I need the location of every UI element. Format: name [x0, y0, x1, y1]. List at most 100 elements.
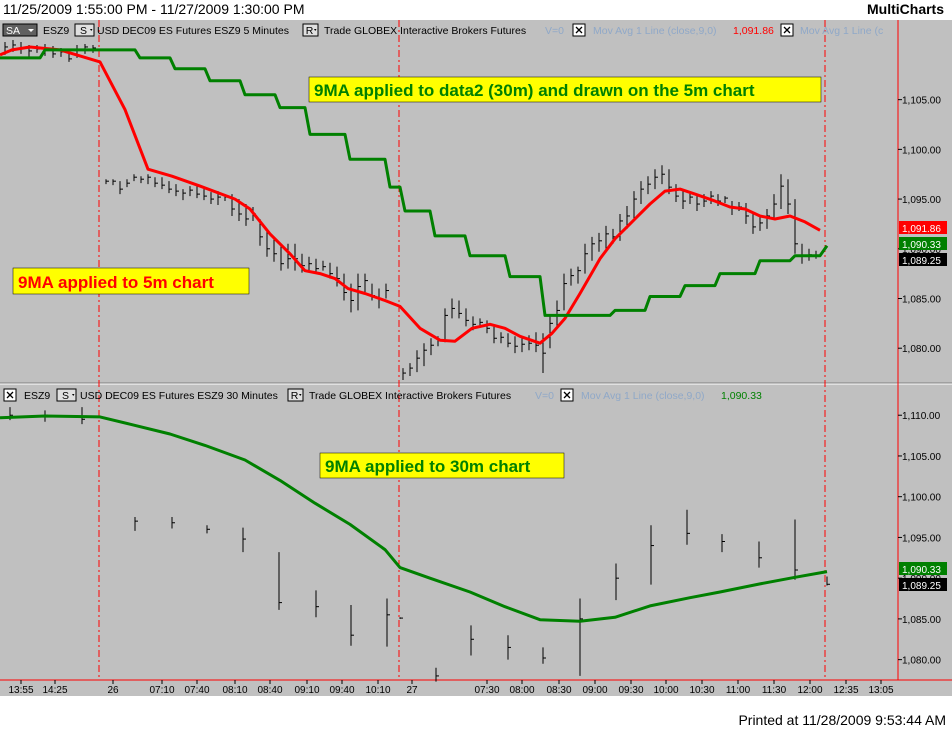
style-button-arrow-icon: [90, 29, 93, 31]
bottom-price-bar: [542, 647, 546, 664]
indicator-label: Mov Avg 1 Line (close,9,0): [581, 390, 705, 402]
symbol-settings-box: [2, 23, 38, 37]
top-price-bar: [68, 53, 72, 62]
annotation-30m-on-5m: 9MA applied to data2 (30m) and drawn on …: [308, 76, 822, 103]
top-y-tick-label: 1,085.00: [902, 294, 941, 305]
top-price-bar: [203, 189, 207, 201]
annotation-30m-on-5m-text: 9MA applied to data2 (30m) and drawn on …: [314, 81, 755, 100]
bottom-y-tick-label: 1,080.00: [902, 656, 941, 667]
top-price-bar: [787, 179, 791, 214]
top-price-bar: [570, 268, 574, 286]
style-button-arrow-icon: [72, 394, 75, 396]
top-price-bar: [168, 181, 172, 194]
x-tick-label: 10:30: [689, 685, 714, 696]
symbol-label: ESZ9: [24, 390, 50, 402]
x-tick-label: 09:40: [329, 685, 354, 696]
annotation-5m: 9MA applied to 5m chart: [12, 267, 250, 295]
bottom-price-bar: [615, 563, 619, 601]
volume-label: V=0: [535, 390, 554, 402]
data-source-label: Trade GLOBEX Interactive Brokers Futures: [309, 390, 511, 402]
x-tick-label: 12:00: [797, 685, 822, 696]
x-tick-label: 13:55: [8, 685, 33, 696]
x-tick-label: 12:35: [833, 685, 858, 696]
style-button-box: [74, 23, 95, 37]
bottom-y-tick-label: 1,085.00: [902, 615, 941, 626]
x-tick-label: 26: [107, 685, 119, 696]
top-price-bar: [563, 273, 567, 311]
remove-indicator-button[interactable]: [560, 388, 574, 402]
remove-data-series-button[interactable]: [3, 388, 17, 402]
resolution-button[interactable]: R: [302, 23, 319, 37]
bottom-y-tick-label: 1,105.00: [902, 452, 941, 463]
symbol-settings-button[interactable]: SA: [2, 23, 38, 37]
top-price-bar: [619, 213, 623, 241]
bottom-last-value-label: 1,090.33: [902, 565, 941, 576]
x-tick-label: 13:05: [868, 685, 893, 696]
top-price-bar: [266, 230, 270, 257]
top-price-bar: [315, 258, 319, 274]
x-tick-label: 07:10: [149, 685, 174, 696]
bottom-ma-line: [0, 414, 828, 623]
top-price-bar: [752, 213, 756, 234]
style-button[interactable]: S: [74, 23, 95, 37]
volume-label: V=0: [545, 25, 564, 37]
symbol-label: ESZ9: [43, 25, 69, 37]
remove-indicator-button-close-icon: [563, 391, 571, 399]
bottom-price-bar: [350, 605, 354, 646]
top-price-bar: [308, 256, 312, 272]
top-ma-line: [0, 48, 829, 317]
top-price-bar: [147, 174, 151, 185]
top-price-bar: [451, 298, 455, 319]
top-y-tick-label: 1,095.00: [902, 195, 941, 206]
remove-indicator1-button[interactable]: [572, 23, 586, 37]
annotation-30m: 9MA applied to 30m chart: [319, 452, 565, 479]
bottom-price-bar: [386, 598, 390, 647]
bottom-last-value-bg: [899, 562, 947, 575]
top-price-bar: [322, 260, 326, 271]
top-price-bar: [759, 216, 763, 231]
resolution-button-box: [287, 388, 304, 402]
bottom-price-bar: [579, 598, 583, 676]
top-last-value-bg: [899, 221, 947, 234]
x-tick-label: 09:00: [582, 685, 607, 696]
remove-indicator2-button[interactable]: [780, 23, 794, 37]
bottom-price-bar: [686, 509, 690, 545]
top-last-value-tag: 1,091.86: [899, 221, 947, 235]
chart-area[interactable]: SA ESZ9 USD DEC09 ES Futures ESZ9 5 Minute…: [0, 20, 952, 696]
bottom-y-tick-label: 1,110.00: [902, 411, 941, 422]
top-price-bar: [549, 315, 553, 349]
top-price-bar: [794, 199, 798, 254]
resolution-button-box: [302, 23, 319, 37]
chart-background: [0, 20, 952, 696]
top-price-bar: [605, 225, 609, 249]
x-tick-label: 07:30: [474, 685, 499, 696]
printed-timestamp: Printed at 11/28/2009 9:53:44 AM: [738, 712, 946, 728]
bottom-price-bar: [758, 541, 762, 568]
indicator-value: 1,090.33: [721, 390, 762, 402]
annotation-5m-box: [12, 267, 250, 295]
x-tick-label: 08:30: [546, 685, 571, 696]
bottom-price-bar: [242, 527, 246, 553]
top-last-value-bg: [899, 253, 947, 266]
style-button[interactable]: S: [56, 388, 77, 402]
top-price-bar: [710, 191, 714, 205]
top-ma-line: [0, 45, 821, 345]
top-price-bar: [696, 194, 700, 212]
bottom-price-bar: [721, 534, 725, 553]
symbol-settings-label: SA: [6, 25, 20, 37]
resolution-button[interactable]: R: [287, 388, 304, 402]
annotation-30m-box: [319, 452, 565, 479]
top-last-value-tag: 1,090.33: [899, 237, 947, 251]
resolution-button-arrow-icon: [299, 394, 302, 396]
top-price-bar: [745, 203, 749, 224]
style-button-label: S: [62, 390, 69, 402]
top-price-bar: [105, 179, 109, 185]
top-price-bar: [119, 181, 123, 195]
top-panel-header: SA ESZ9 USD DEC09 ES Futures ESZ9 5 Minute…: [2, 23, 883, 37]
x-tick-label: 09:30: [618, 685, 643, 696]
top-price-bar: [500, 332, 504, 344]
bottom-y-tick-label: 1,095.00: [902, 533, 941, 544]
annotation-30m-text: 9MA applied to 30m chart: [325, 457, 531, 476]
top-price-bar: [465, 308, 469, 327]
chart-svg[interactable]: SA ESZ9 USD DEC09 ES Futures ESZ9 5 Minute…: [0, 20, 952, 696]
